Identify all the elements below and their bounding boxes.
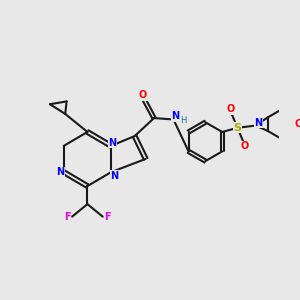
- Text: O: O: [139, 90, 147, 100]
- Text: S: S: [233, 123, 242, 133]
- Text: N: N: [108, 137, 116, 148]
- Text: N: N: [172, 111, 180, 121]
- Text: N: N: [110, 170, 118, 181]
- Text: H: H: [180, 116, 186, 125]
- Text: O: O: [226, 104, 235, 115]
- Text: F: F: [64, 212, 70, 222]
- Text: O: O: [240, 141, 248, 151]
- Text: N: N: [254, 118, 262, 128]
- Text: O: O: [294, 119, 300, 129]
- Text: F: F: [104, 212, 111, 222]
- Text: N: N: [56, 167, 64, 177]
